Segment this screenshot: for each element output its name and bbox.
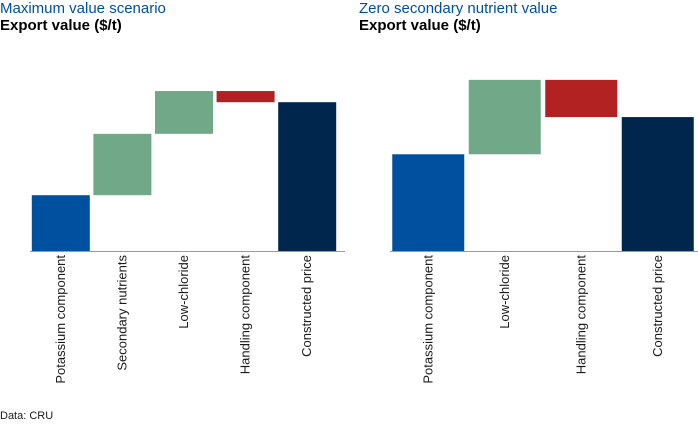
left-bar-3 bbox=[155, 91, 213, 134]
left-panel-heading: Maximum value scenario Export value ($/t… bbox=[0, 0, 166, 34]
right-bar-1 bbox=[392, 154, 465, 251]
left-category-label-4: Handling component bbox=[238, 255, 253, 375]
left-bar-4 bbox=[216, 91, 275, 103]
left-category-label-2: Secondary nutrients bbox=[114, 255, 129, 371]
right-title: Export value ($/t) bbox=[359, 17, 481, 34]
right-category-label-1: Potassium component bbox=[420, 255, 435, 384]
left-category-label-3: Low-chloride bbox=[176, 255, 191, 329]
right-bar-3 bbox=[545, 79, 618, 118]
left-subtitle: Maximum value scenario bbox=[0, 0, 166, 17]
left-bar-5 bbox=[278, 102, 337, 251]
right-subtitle: Zero secondary nutrient value bbox=[359, 0, 558, 17]
right-category-label-2: Low-chloride bbox=[497, 255, 512, 329]
left-category-label-5: Constructed price bbox=[299, 255, 314, 357]
right-category-label-3: Handling component bbox=[573, 255, 588, 375]
right-bar-4 bbox=[621, 117, 694, 251]
left-bar-1 bbox=[31, 195, 90, 251]
left-title: Export value ($/t) bbox=[0, 17, 122, 34]
right-bar-2 bbox=[468, 79, 541, 155]
right-category-label-4: Constructed price bbox=[650, 255, 665, 357]
left-bar-2 bbox=[93, 133, 152, 196]
left-category-label-1: Potassium component bbox=[53, 255, 68, 384]
source-note: Data: CRU bbox=[0, 410, 54, 422]
right-panel-heading: Zero secondary nutrient value Export val… bbox=[359, 0, 557, 34]
